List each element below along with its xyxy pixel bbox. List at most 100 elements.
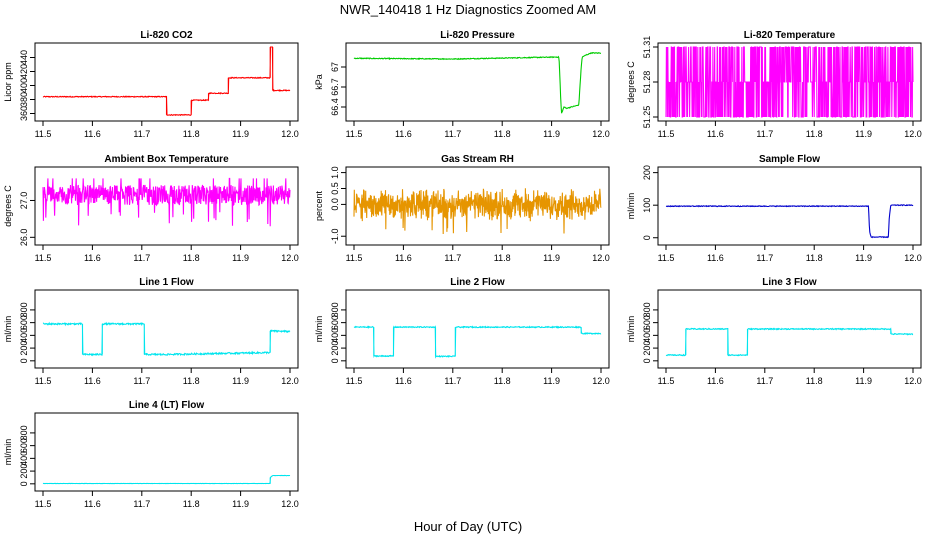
y-tick-label: 600 bbox=[330, 315, 340, 330]
x-tick-label: 11.5 bbox=[35, 253, 52, 263]
x-tick-label: 11.5 bbox=[658, 129, 675, 139]
y-tick-label: 1.0 bbox=[330, 166, 340, 179]
panel-line3: Line 3 Flow ml/min 11.5 11.6 11.7 11.8 11.9 12.… bbox=[626, 277, 922, 386]
x-tick-label: 11.6 bbox=[84, 253, 101, 263]
x-tick-label: 11.7 bbox=[444, 253, 461, 263]
x-tick-label: 12.0 bbox=[281, 129, 299, 139]
figure-title: NWR_140418 1 Hz Diagnostics Zoomed AM bbox=[340, 2, 597, 17]
x-tick-label: 11.5 bbox=[346, 376, 363, 386]
y-tick-label: 200 bbox=[642, 341, 652, 356]
x-tick-label: 11.8 bbox=[494, 253, 511, 263]
x-tick-label: 11.8 bbox=[494, 129, 511, 139]
x-tick-label: 11.6 bbox=[84, 499, 101, 509]
x-tick-label: 11.6 bbox=[707, 376, 724, 386]
y-tick-label: 800 bbox=[330, 302, 340, 317]
x-tick-label: 11.5 bbox=[346, 253, 363, 263]
y-tick-label: 380 bbox=[19, 92, 29, 107]
series-line-line2 bbox=[353, 325, 602, 359]
x-tick-label: 11.7 bbox=[444, 376, 461, 386]
y-tick-label: 400 bbox=[642, 328, 652, 343]
plot-frame bbox=[657, 166, 922, 246]
y-axis-label: degrees C bbox=[626, 61, 636, 103]
x-tick-label: 11.9 bbox=[543, 253, 560, 263]
x-tick-label: 11.6 bbox=[395, 376, 412, 386]
x-tick-label: 11.7 bbox=[756, 129, 773, 139]
y-axis-label: Licor ppm bbox=[3, 62, 13, 102]
panel-line1: Line 1 Flow ml/min 11.5 11.6 11.7 11.8 11.9 12.… bbox=[3, 277, 299, 386]
x-tick-label: 12.0 bbox=[592, 253, 610, 263]
y-tick-label: 200 bbox=[642, 165, 652, 180]
panel-title: Gas Stream RH bbox=[441, 154, 514, 165]
y-tick-label: 360 bbox=[19, 106, 29, 121]
y-tick-label: 66.7 bbox=[330, 78, 340, 96]
series-line-ambient-temp bbox=[42, 177, 291, 227]
x-tick-label: 12.0 bbox=[904, 376, 922, 386]
x-tick-label: 11.8 bbox=[806, 129, 823, 139]
x-tick-label: 11.5 bbox=[35, 129, 52, 139]
plot-frame bbox=[345, 289, 610, 369]
figure-x-axis-label: Hour of Day (UTC) bbox=[414, 519, 522, 534]
panel-title: Sample Flow bbox=[759, 154, 820, 165]
y-tick-label: 800 bbox=[19, 425, 29, 440]
x-tick-label: 12.0 bbox=[904, 253, 922, 263]
y-axis-label: degrees C bbox=[3, 185, 13, 227]
x-tick-label: 11.5 bbox=[346, 129, 363, 139]
x-tick-label: 11.8 bbox=[806, 253, 823, 263]
y-tick-label: 440 bbox=[19, 50, 29, 65]
y-tick-label: 800 bbox=[642, 302, 652, 317]
x-tick-label: 11.5 bbox=[35, 376, 52, 386]
y-tick-label: 26.0 bbox=[19, 229, 29, 247]
panel-ambient-temp: Ambient Box Temperature degrees C 11.5 11.6… bbox=[3, 154, 299, 263]
y-axis-label: ml/min bbox=[626, 316, 636, 343]
y-axis-label: ml/min bbox=[314, 316, 324, 343]
panel-title: Line 1 Flow bbox=[139, 277, 194, 288]
x-tick-label: 11.9 bbox=[232, 129, 249, 139]
y-tick-label: 600 bbox=[642, 315, 652, 330]
x-tick-label: 12.0 bbox=[281, 253, 299, 263]
y-tick-label: 0.5 bbox=[330, 182, 340, 195]
panel-rh: Gas Stream RH percent 11.5 11.6 11.7 11.8 11.9… bbox=[314, 154, 610, 263]
x-tick-label: 11.5 bbox=[658, 376, 675, 386]
x-tick-label: 11.7 bbox=[756, 253, 773, 263]
y-tick-label: 0.0 bbox=[330, 198, 340, 211]
panel-licor-temp: Li-820 Temperature degrees C 11.5 11.6 11.7 1… bbox=[626, 30, 922, 139]
x-tick-label: 11.8 bbox=[183, 253, 200, 263]
panel-title: Li-820 Temperature bbox=[744, 30, 836, 41]
x-tick-label: 11.6 bbox=[395, 253, 412, 263]
x-tick-label: 11.8 bbox=[183, 129, 200, 139]
panel-sample-flow: Sample Flow ml/min 11.5 11.6 11.7 11.8 11.9 12.… bbox=[626, 154, 922, 263]
x-tick-label: 11.6 bbox=[707, 253, 724, 263]
x-tick-label: 11.6 bbox=[84, 129, 101, 139]
x-tick-label: 11.9 bbox=[543, 129, 560, 139]
y-tick-label: 400 bbox=[330, 328, 340, 343]
panel-title: Ambient Box Temperature bbox=[104, 154, 229, 165]
x-tick-label: 11.7 bbox=[133, 253, 150, 263]
y-tick-label: 66.4 bbox=[330, 98, 340, 116]
panel-title: Li-820 CO2 bbox=[140, 30, 193, 41]
series-line-line4 bbox=[42, 474, 291, 485]
y-tick-label: 0 bbox=[19, 358, 29, 363]
series-line-sample-flow bbox=[665, 204, 914, 239]
panel-title: Line 2 Flow bbox=[450, 277, 505, 288]
x-tick-label: 11.6 bbox=[84, 376, 101, 386]
x-tick-label: 11.9 bbox=[855, 376, 872, 386]
panel-title: Li-820 Pressure bbox=[440, 30, 515, 41]
y-tick-label: 51.31 bbox=[642, 36, 652, 59]
x-tick-label: 11.7 bbox=[133, 129, 150, 139]
y-tick-label: 800 bbox=[19, 302, 29, 317]
y-tick-label: -1.0 bbox=[330, 228, 340, 244]
series-line-co2 bbox=[42, 46, 291, 117]
panel-title: Line 4 (LT) Flow bbox=[129, 400, 205, 411]
x-tick-label: 12.0 bbox=[592, 376, 610, 386]
y-tick-label: 0 bbox=[19, 481, 29, 486]
y-tick-label: 200 bbox=[19, 341, 29, 356]
x-tick-label: 11.7 bbox=[133, 499, 150, 509]
y-tick-label: 420 bbox=[19, 64, 29, 79]
plot-frame bbox=[34, 412, 299, 492]
plot-frame bbox=[657, 289, 922, 369]
y-tick-label: 400 bbox=[19, 328, 29, 343]
x-tick-label: 11.8 bbox=[806, 376, 823, 386]
panel-line2: Line 2 Flow ml/min 11.5 11.6 11.7 11.8 11.9 12.… bbox=[314, 277, 610, 386]
y-tick-label: 400 bbox=[19, 78, 29, 93]
